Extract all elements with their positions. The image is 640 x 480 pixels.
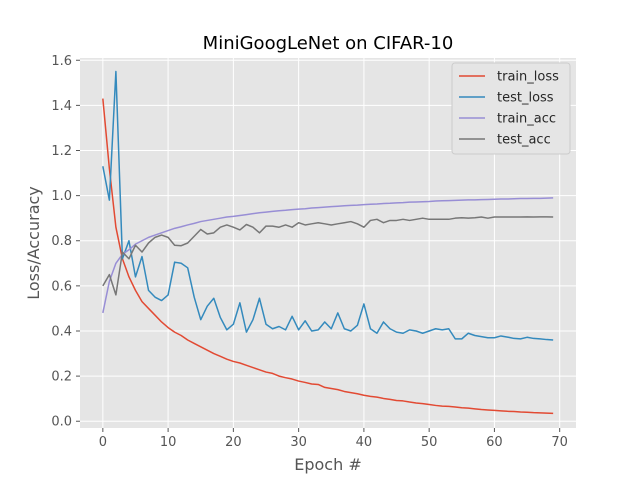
- y-tick-label: 1.4: [51, 99, 72, 114]
- y-tick-label: 0.4: [51, 324, 72, 339]
- series-lines: [102, 70, 554, 415]
- legend-label-train_acc: train_acc: [497, 112, 556, 127]
- y-tick-label: 0.6: [51, 279, 72, 294]
- y-axis-ticks: 0.0 0.2 0.4 0.6 0.8 1.0 1.2 1.4 1.6: [51, 54, 80, 430]
- y-tick-label: 0.0: [51, 415, 72, 430]
- chart-title: MiniGoogLeNet on CIFAR-10: [203, 33, 454, 54]
- x-tick-label: 50: [421, 435, 438, 450]
- legend-label-train_loss: train_loss: [497, 70, 559, 85]
- x-tick-label: 0: [99, 435, 107, 450]
- legend-box: [451, 62, 571, 155]
- x-tick-label: 20: [225, 435, 242, 450]
- series-line-test_loss: [102, 70, 554, 341]
- series-line-test_acc: [102, 216, 554, 296]
- x-tick-label: 40: [356, 435, 373, 450]
- legend-label-test_loss: test_loss: [497, 91, 554, 106]
- x-axis-label: Epoch #: [294, 455, 361, 474]
- y-tick-label: 1.0: [51, 189, 72, 204]
- x-tick-label: 10: [160, 435, 177, 450]
- x-axis-ticks: 0 10 20 30 40 50 60 70: [99, 428, 568, 450]
- y-tick-label: 0.2: [51, 370, 72, 385]
- series-line-train_acc: [102, 197, 554, 314]
- series-line-train_loss: [102, 98, 554, 415]
- y-tick-label: 1.6: [51, 54, 72, 69]
- x-tick-label: 60: [486, 435, 503, 450]
- legend-label-test_acc: test_acc: [497, 133, 551, 148]
- x-tick-label: 30: [290, 435, 307, 450]
- legend: train_loss test_loss train_acc test_acc: [451, 62, 571, 155]
- y-axis-label: Loss/Accuracy: [24, 186, 43, 300]
- y-tick-label: 0.8: [51, 234, 72, 249]
- x-tick-label: 70: [551, 435, 568, 450]
- y-tick-label: 1.2: [51, 144, 72, 159]
